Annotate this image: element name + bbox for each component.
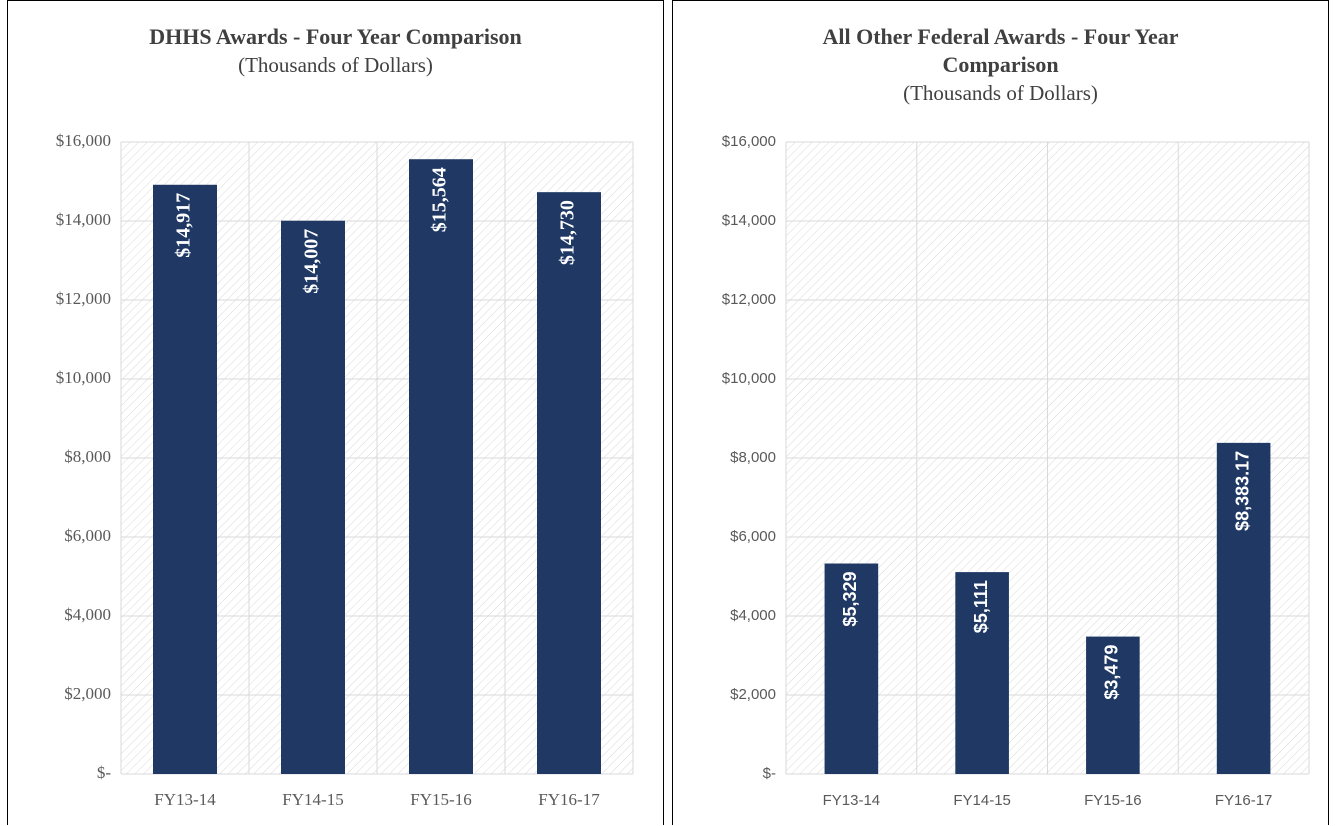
y-tick-label: $6,000 [64, 526, 111, 545]
y-tick-label: $8,000 [64, 447, 111, 466]
data-label: $8,383.17 [1232, 451, 1252, 531]
x-tick-label: FY15-16 [410, 790, 471, 809]
x-tick-label: FY13-14 [154, 790, 216, 809]
titles: All Other Federal Awards - Four Year Com… [673, 23, 1328, 107]
chart-panel: $- $2,000 $4,000 $6,000 $8,000 $10,000 $12,000… [7, 0, 664, 825]
y-tick-label: $14,000 [56, 210, 111, 229]
y-tick-label: $10,000 [722, 370, 776, 387]
y-tick-label: $4,000 [730, 607, 776, 624]
y-tick-label: $- [763, 765, 776, 782]
chart-title: DHHS Awards - Four Year Comparison [149, 24, 522, 49]
x-tick-label: FY13-14 [823, 792, 881, 809]
x-tick-label: FY16-17 [538, 790, 600, 809]
y-tick-label: $2,000 [730, 686, 776, 703]
data-label: $14,007 [301, 229, 323, 294]
x-tick-label: FY14-15 [953, 792, 1011, 809]
bar [537, 192, 601, 775]
chart-subtitle: (Thousands of Dollars) [238, 53, 433, 77]
y-tick-label: $6,000 [730, 528, 776, 545]
y-tick-label: $10,000 [56, 368, 111, 387]
data-label: $14,917 [173, 193, 195, 258]
chart-title: All Other Federal Awards - Four Year Com… [822, 24, 1179, 77]
chart: $- $2,000 $4,000 $6,000 $8,000 $10,000 $12,000… [56, 131, 634, 809]
chart-panel: $- $2,000 $4,000 $6,000 $8,000 $10,000 $12,000… [672, 0, 1329, 825]
bar [824, 563, 879, 774]
bar [409, 159, 473, 775]
data-label: $5,111 [971, 580, 991, 633]
data-label: $15,564 [429, 167, 451, 232]
data-label: $3,479 [1102, 645, 1122, 700]
y-tick-label: $16,000 [722, 133, 776, 150]
bar [153, 184, 217, 774]
x-tick-label: FY14-15 [282, 790, 343, 809]
bar [955, 572, 1009, 774]
bar [281, 220, 345, 774]
y-tick-label: $16,000 [56, 131, 111, 150]
y-tick-label: $12,000 [722, 291, 776, 308]
y-tick-label: $4,000 [64, 605, 111, 624]
data-label: $5,329 [840, 572, 860, 627]
chart: $- $2,000 $4,000 $6,000 $8,000 $10,000 $12,000… [722, 133, 1310, 809]
y-tick-label: $8,000 [730, 449, 776, 466]
bar [1086, 636, 1140, 774]
titles: DHHS Awards - Four Year Comparison (Thou… [8, 23, 663, 79]
x-tick-label: FY16-17 [1215, 792, 1273, 809]
y-tick-label: $- [97, 763, 112, 782]
chart-subtitle: (Thousands of Dollars) [903, 81, 1098, 105]
data-label: $14,730 [557, 200, 579, 265]
y-tick-label: $2,000 [64, 684, 111, 703]
y-tick-label: $12,000 [56, 289, 111, 308]
x-tick-label: FY15-16 [1084, 792, 1142, 809]
bar [1216, 442, 1271, 774]
y-tick-label: $14,000 [722, 212, 776, 229]
